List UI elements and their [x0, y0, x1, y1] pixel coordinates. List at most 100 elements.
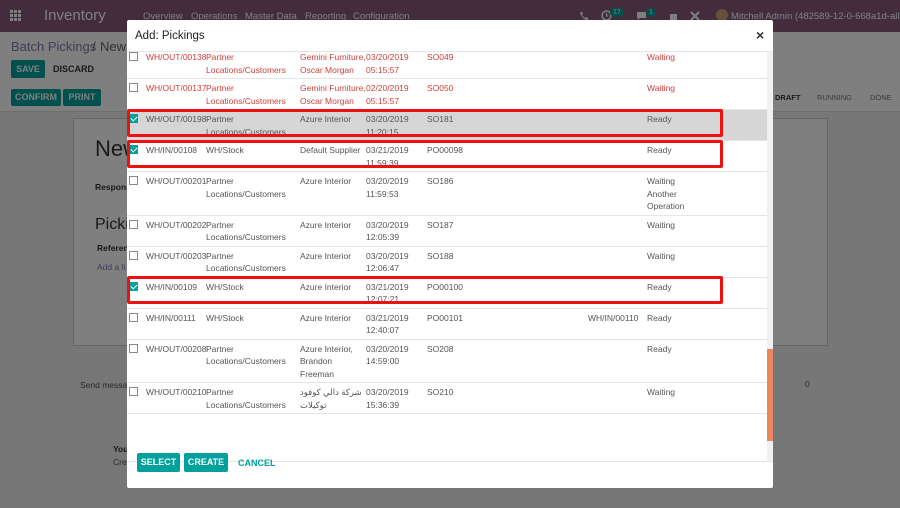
select-cell: [127, 277, 146, 309]
source-cell: SO186: [427, 171, 588, 216]
status: Waiting: [647, 250, 676, 261]
status: Waiting Another Operation: [647, 176, 685, 211]
scheduled-date: 03/20/2019 12:05:39: [366, 219, 409, 243]
scheduled-date: 03/21/2019 12:40:07: [366, 312, 409, 336]
from: Partner Locations/Customers: [206, 219, 286, 243]
picking-row[interactable]: WH/OUT/00137 Partner Locations/Customers G…: [127, 78, 767, 110]
reference: WH/OUT/00202: [146, 219, 207, 230]
status: Ready: [647, 145, 672, 155]
scheduled-date: 03/20/2019 05:15:57: [366, 52, 409, 75]
reference-cell: WH/OUT/00202: [146, 215, 207, 247]
reference-cell: WH/OUT/00203: [146, 246, 206, 278]
select-cell: [127, 52, 146, 79]
partner: Azure Interior: [300, 176, 352, 186]
scrollbar-track[interactable]: [767, 52, 773, 461]
scheduled-date-cell: 03/20/2019 15:36:39: [366, 382, 427, 414]
from-cell: Partner Locations/Customers: [206, 171, 300, 216]
highlight-box: [127, 276, 723, 304]
from-cell: Partner Locations/Customers: [206, 52, 300, 79]
source: SO210: [427, 387, 454, 397]
pickings-table: WH/OUT/00138 Partner Locations/Customers G…: [127, 52, 767, 414]
select-cell: [127, 171, 146, 216]
select-cell: [127, 339, 146, 383]
reference-cell: WH/IN/00111: [146, 308, 206, 340]
picking-row[interactable]: WH/OUT/00210 Partner Locations/Customers ش…: [127, 382, 767, 414]
backorder-of-cell: [588, 382, 647, 414]
scheduled-date-cell: 03/20/2019 05:15:57: [366, 52, 427, 79]
source-cell: SO210: [427, 382, 588, 414]
picking-row[interactable]: WH/IN/00111 WH/Stock Azure Interior 03/21/2…: [127, 308, 767, 340]
status-cell: Waiting: [647, 52, 697, 79]
partner: Azure Interior: [300, 250, 352, 261]
from-cell: Partner Locations/Customers: [206, 339, 300, 383]
partner-cell: Gemini Furniture, Oscar Morgan: [300, 78, 366, 110]
cancel-button[interactable]: CANCEL: [238, 458, 276, 468]
backorder-of-cell: [588, 215, 647, 247]
checkbox[interactable]: [129, 219, 138, 229]
checkbox[interactable]: [129, 343, 138, 353]
source: PO00100: [427, 281, 463, 292]
select-button[interactable]: SELECT: [137, 453, 180, 472]
source: SO181: [427, 114, 454, 124]
checkbox[interactable]: [129, 52, 138, 61]
status: Ready: [647, 343, 672, 354]
reference: WH/IN/00111: [146, 312, 196, 323]
checkbox[interactable]: [129, 250, 138, 260]
source: SO049: [427, 52, 454, 62]
checkbox[interactable]: [129, 387, 138, 396]
from: WH/Stock: [206, 281, 244, 292]
spacer-cell: [697, 382, 767, 414]
scheduled-date: 03/20/2019 11:20:15: [366, 114, 409, 137]
picking-row[interactable]: WH/OUT/00201 Partner Locations/Customers A…: [127, 171, 767, 216]
status-cell: Waiting: [647, 382, 697, 414]
picking-row[interactable]: WH/OUT/00138 Partner Locations/Customers G…: [127, 52, 767, 79]
picking-row[interactable]: WH/OUT/00203 Partner Locations/Customers A…: [127, 246, 767, 278]
reference-cell: WH/OUT/00210: [146, 382, 206, 414]
status: Waiting: [647, 83, 676, 93]
checkbox[interactable]: [129, 83, 138, 92]
select-cell: [127, 215, 146, 247]
partner: شركة دالي كوفود توكيلات: [300, 387, 362, 410]
highlight-box: [127, 140, 723, 168]
scrollbar-thumb[interactable]: [767, 349, 773, 441]
partner-cell: شركة دالي كوفود توكيلات: [300, 382, 366, 414]
partner: Azure Interior, Brandon Freeman: [300, 343, 353, 379]
reference-cell: WH/OUT/00137: [146, 78, 206, 110]
from: WH/Stock: [206, 312, 244, 323]
source-cell: SO208: [427, 339, 588, 383]
partner-cell: Gemini Furniture, Oscar Morgan: [300, 52, 366, 79]
status: Ready: [647, 114, 672, 124]
select-cell: [127, 308, 146, 340]
partner-cell: Azure Interior, Brandon Freeman: [300, 339, 366, 383]
reference-cell: WH/OUT/00138: [146, 52, 207, 79]
picking-row[interactable]: WH/OUT/00208 Partner Locations/Customers A…: [127, 339, 767, 383]
scheduled-date: 02/20/2019 05:15:57: [366, 83, 409, 106]
create-button[interactable]: CREATE: [184, 453, 228, 472]
from: Partner Locations/Customers: [206, 83, 286, 106]
status-cell: Waiting Another Operation: [647, 171, 697, 216]
close-button[interactable]: ×: [756, 27, 765, 43]
scheduled-date-cell: 03/20/2019 14:59:00: [366, 339, 427, 383]
from: Partner Locations/Customers: [206, 176, 286, 199]
checkbox[interactable]: [129, 312, 138, 322]
dialog: Add: Pickings × WH/OUT/00138 Partner Loca…: [127, 20, 773, 488]
source-cell: PO00101: [427, 308, 588, 340]
reference: WH/OUT/00138: [146, 52, 207, 62]
status: Ready: [647, 312, 672, 323]
scheduled-date: 03/20/2019 12:06:47: [366, 250, 409, 274]
partner: Gemini Furniture, Oscar Morgan: [300, 52, 366, 75]
spacer-cell: [697, 140, 767, 172]
scheduled-date-cell: 03/20/2019 12:05:39: [366, 215, 427, 247]
checkbox[interactable]: [129, 176, 138, 185]
partner: Azure Interior: [300, 114, 352, 124]
select-cell: [127, 109, 146, 141]
scheduled-date: 03/21/2019 12:07:21: [366, 281, 409, 305]
status: Waiting: [647, 387, 676, 397]
partner: Azure Interior: [300, 312, 352, 323]
status: Waiting: [647, 52, 676, 62]
reference: WH/OUT/00201: [146, 176, 207, 186]
from: WH/Stock: [206, 145, 244, 155]
picking-row[interactable]: WH/OUT/00202 Partner Locations/Customers A…: [127, 215, 767, 247]
select-cell: [127, 246, 146, 278]
